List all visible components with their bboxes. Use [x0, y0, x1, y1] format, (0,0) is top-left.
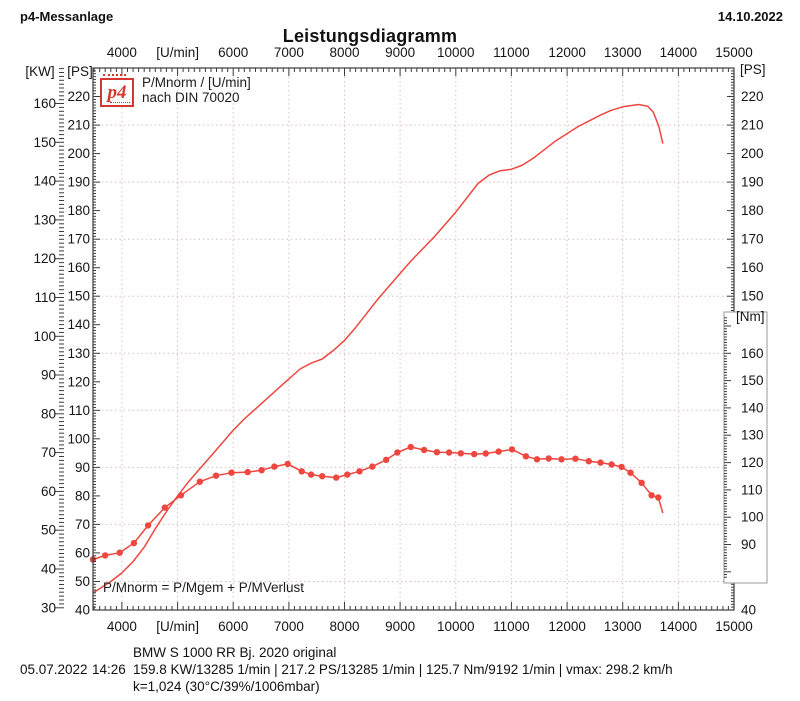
- p4-logo-decoration-bottom: [110, 102, 130, 104]
- svg-text:[Nm]: [Nm]: [736, 309, 765, 324]
- svg-text:100: 100: [67, 431, 90, 446]
- footer-measure-date: 05.07.2022: [20, 662, 88, 677]
- svg-text:160: 160: [33, 96, 56, 111]
- svg-text:90: 90: [741, 537, 756, 552]
- svg-text:40: 40: [741, 603, 756, 618]
- svg-text:6000: 6000: [218, 45, 248, 60]
- svg-text:[PS]: [PS]: [67, 64, 93, 79]
- svg-text:11000: 11000: [493, 45, 530, 60]
- svg-text:190: 190: [741, 175, 764, 190]
- svg-text:210: 210: [741, 118, 764, 133]
- p4-logo-decoration-top: [103, 74, 126, 78]
- footer-measure-time: 14:26: [92, 662, 126, 677]
- svg-text:9000: 9000: [385, 619, 415, 634]
- svg-text:14000: 14000: [660, 619, 698, 634]
- svg-text:210: 210: [67, 118, 90, 133]
- svg-text:60: 60: [41, 484, 56, 499]
- svg-text:130: 130: [33, 212, 56, 227]
- svg-text:160: 160: [741, 346, 764, 361]
- svg-text:110: 110: [68, 403, 90, 418]
- formula-annotation: P/Mnorm = P/Mgem + P/MVerlust: [103, 580, 305, 595]
- svg-text:8000: 8000: [329, 619, 359, 634]
- svg-text:14000: 14000: [660, 45, 698, 60]
- svg-text:80: 80: [41, 406, 56, 421]
- svg-text:60: 60: [75, 545, 90, 560]
- svg-text:8000: 8000: [329, 45, 359, 60]
- svg-text:130: 130: [741, 428, 764, 443]
- svg-text:150: 150: [741, 289, 764, 304]
- svg-text:[KW]: [KW]: [25, 64, 54, 79]
- svg-text:90: 90: [41, 368, 56, 383]
- svg-text:80: 80: [75, 488, 90, 503]
- svg-text:7000: 7000: [274, 45, 304, 60]
- svg-text:110: 110: [741, 482, 763, 497]
- svg-text:100: 100: [33, 329, 56, 344]
- svg-text:200: 200: [67, 146, 90, 161]
- svg-text:130: 130: [67, 346, 90, 361]
- svg-text:12000: 12000: [548, 619, 586, 634]
- svg-text:15000: 15000: [715, 619, 753, 634]
- svg-text:150: 150: [67, 289, 90, 304]
- svg-text:170: 170: [741, 232, 764, 247]
- svg-text:150: 150: [741, 373, 764, 388]
- report-date: 14.10.2022: [717, 9, 783, 24]
- svg-text:13000: 13000: [604, 619, 642, 634]
- svg-text:70: 70: [41, 445, 56, 460]
- svg-text:10000: 10000: [437, 619, 475, 634]
- svg-text:140: 140: [67, 317, 90, 332]
- svg-text:150: 150: [33, 135, 56, 150]
- svg-text:220: 220: [741, 89, 764, 104]
- legend-series-label: P/Mnorm / [U/min]: [142, 75, 251, 90]
- legend-norm-label: nach DIN 70020: [142, 90, 240, 105]
- svg-text:7000: 7000: [274, 619, 304, 634]
- svg-text:50: 50: [75, 574, 90, 589]
- svg-text:90: 90: [75, 460, 90, 475]
- app-name: p4-Messanlage: [20, 9, 114, 24]
- svg-text:220: 220: [67, 89, 90, 104]
- svg-text:120: 120: [67, 374, 90, 389]
- svg-text:120: 120: [741, 455, 764, 470]
- svg-text:9000: 9000: [385, 45, 415, 60]
- footer-vehicle: BMW S 1000 RR Bj. 2020 original: [133, 645, 337, 660]
- svg-text:140: 140: [33, 174, 56, 189]
- p4-logo: p4: [100, 74, 134, 107]
- legend: p4 P/Mnorm / [U/min] nach DIN 70020: [100, 74, 251, 107]
- p4-logo-text: p4: [107, 82, 127, 103]
- legend-text: P/Mnorm / [U/min] nach DIN 70020: [142, 75, 251, 105]
- svg-text:160: 160: [741, 260, 764, 275]
- svg-text:4000: 4000: [107, 619, 137, 634]
- page-title: Leistungsdiagramm: [282, 26, 458, 46]
- svg-text:[PS]: [PS]: [740, 62, 766, 77]
- svg-text:190: 190: [67, 175, 90, 190]
- svg-text:50: 50: [41, 523, 56, 538]
- svg-text:4000: 4000: [107, 45, 137, 60]
- svg-text:6000: 6000: [218, 619, 248, 634]
- svg-text:170: 170: [67, 232, 90, 247]
- svg-text:30: 30: [41, 600, 56, 615]
- svg-text:12000: 12000: [548, 45, 586, 60]
- svg-text:160: 160: [67, 260, 90, 275]
- svg-text:180: 180: [741, 203, 764, 218]
- svg-text:15000: 15000: [715, 45, 753, 60]
- svg-text:10000: 10000: [437, 45, 475, 60]
- svg-text:13000: 13000: [604, 45, 642, 60]
- svg-text:120: 120: [33, 251, 56, 266]
- svg-text:40: 40: [41, 562, 56, 577]
- svg-text:[U/min]: [U/min]: [156, 619, 199, 634]
- svg-text:180: 180: [67, 203, 90, 218]
- footer-measurements: 159.8 KW/13285 1/min | 217.2 PS/13285 1/…: [133, 662, 673, 677]
- svg-text:200: 200: [741, 146, 764, 161]
- svg-text:110: 110: [34, 290, 56, 305]
- svg-text:11000: 11000: [493, 619, 530, 634]
- svg-text:100: 100: [741, 510, 764, 525]
- footer-correction-factor: k=1,024 (30°C/39%/1006mbar): [133, 679, 320, 694]
- svg-text:70: 70: [75, 517, 90, 532]
- svg-text:[U/min]: [U/min]: [156, 45, 199, 60]
- svg-text:140: 140: [741, 400, 764, 415]
- svg-text:40: 40: [75, 603, 90, 618]
